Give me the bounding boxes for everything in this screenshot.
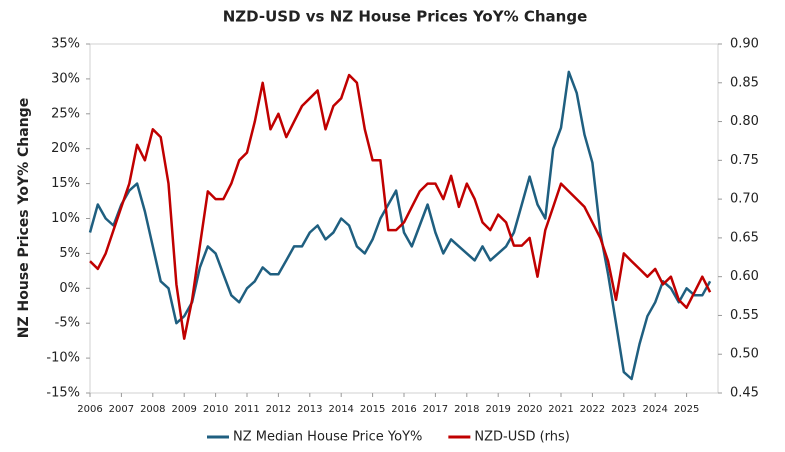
- y2-tick-label: 0.80: [730, 114, 759, 129]
- y2-tick-label: 0.45: [730, 386, 759, 401]
- y2-tick-label: 0.60: [730, 269, 759, 284]
- y2-tick-label: 0.70: [730, 192, 759, 207]
- y-tick-label: 35%: [51, 37, 80, 52]
- y-tick-label: 15%: [51, 176, 80, 191]
- x-tick-label: 2012: [266, 404, 291, 415]
- x-tick-label: 2016: [391, 404, 416, 415]
- y2-tick-label: 0.50: [730, 347, 759, 362]
- x-tick-label: 2009: [171, 404, 196, 415]
- legend-label: NZ Median House Price YoY%: [233, 430, 422, 445]
- y-tick-label: 30%: [51, 71, 80, 86]
- y-tick-label: -15%: [46, 386, 80, 401]
- x-tick-label: 2020: [517, 404, 542, 415]
- x-tick-label: 2015: [360, 404, 385, 415]
- x-tick-label: 2018: [454, 404, 479, 415]
- series-line: [89, 73, 712, 340]
- plot-frame: [89, 43, 719, 394]
- y-axis-label: NZ House Prices YoY% Change: [16, 98, 32, 338]
- y-tick-label: 10%: [51, 211, 80, 226]
- y2-tick-label: 0.90: [730, 37, 759, 52]
- x-tick-label: 2021: [548, 404, 573, 415]
- y2-tick-label: 0.75: [730, 153, 759, 168]
- x-tick-label: 2022: [580, 404, 605, 415]
- x-tick-label: 2008: [140, 404, 165, 415]
- x-tick-label: 2006: [77, 404, 102, 415]
- x-tick-label: 2013: [297, 404, 322, 415]
- x-tick-label: 2017: [423, 404, 448, 415]
- y-tick-label: 5%: [59, 246, 80, 261]
- y2-tick-label: 0.55: [730, 308, 759, 323]
- x-tick-label: 2011: [234, 404, 259, 415]
- y-tick-label: -10%: [46, 351, 80, 366]
- x-tick-label: 2024: [642, 404, 667, 415]
- x-tick-label: 2014: [328, 404, 353, 415]
- y-tick-label: 25%: [51, 106, 80, 121]
- y-tick-label: 20%: [51, 141, 80, 156]
- chart-title: NZD-USD vs NZ House Prices YoY% Change: [223, 8, 588, 26]
- y-tick-label: 0%: [59, 281, 80, 296]
- legend-label: NZD-USD (rhs): [474, 430, 570, 445]
- x-tick-label: 2019: [485, 404, 510, 415]
- x-tick-label: 2010: [203, 404, 228, 415]
- x-tick-label: 2025: [674, 404, 699, 415]
- x-tick-label: 2007: [109, 404, 134, 415]
- y2-tick-label: 0.85: [730, 75, 759, 90]
- y2-tick-label: 0.65: [730, 230, 759, 245]
- y-tick-label: -5%: [55, 316, 80, 331]
- x-tick-label: 2023: [611, 404, 636, 415]
